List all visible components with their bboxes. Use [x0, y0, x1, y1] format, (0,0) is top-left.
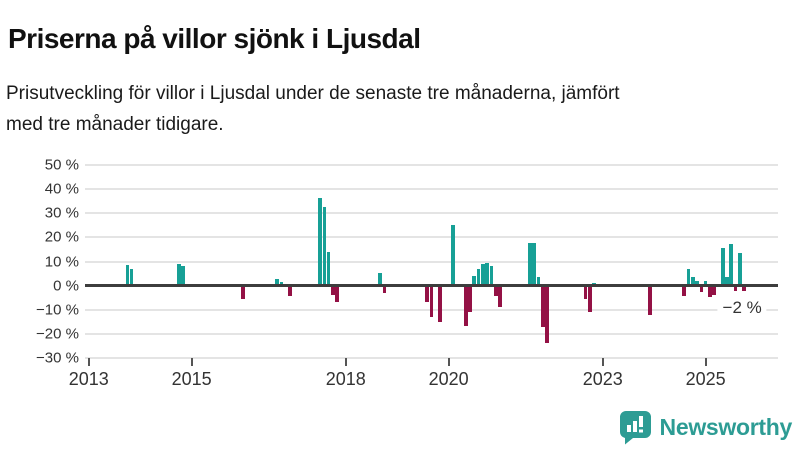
bar [176, 264, 181, 286]
bar [425, 285, 429, 303]
bar [181, 265, 185, 286]
bar [536, 276, 541, 286]
zero-line [85, 284, 778, 288]
bar [720, 248, 725, 286]
bar [476, 269, 481, 286]
bar [438, 285, 442, 322]
gridline [85, 212, 778, 215]
x-axis-label: 2013 [68, 369, 109, 389]
x-axis-tick [447, 357, 450, 366]
bar [541, 285, 545, 328]
bar [493, 285, 498, 296]
bar [528, 243, 532, 286]
bar [322, 207, 327, 286]
y-axis-label: −10 % [36, 301, 79, 319]
brand-name: Newsworthy [659, 414, 793, 440]
bar-chart-speech-bubble-icon [619, 411, 651, 445]
x-axis-label: 2025 [685, 369, 726, 389]
bar [335, 285, 340, 302]
bar [129, 269, 134, 286]
y-axis-label: 40 % [44, 180, 79, 198]
page-title: Priserna på villor sjönk i Ljusdal [8, 22, 421, 54]
newsworthy-logo[interactable]: Newsworthy [619, 410, 792, 445]
bar [682, 285, 686, 297]
bar [545, 285, 549, 343]
bar [708, 285, 712, 298]
bar [498, 285, 502, 307]
gridline [85, 260, 778, 263]
y-axis-label: 10 % [44, 253, 79, 271]
bar [318, 197, 322, 286]
x-axis-tick [190, 357, 193, 366]
bar [712, 285, 716, 295]
bar [463, 285, 468, 326]
x-axis-label: 2023 [582, 369, 623, 389]
bar [481, 263, 485, 286]
chart-subtitle: Prisutveckling för villor i Ljusdal unde… [6, 78, 620, 140]
y-axis-label: −20 % [36, 325, 79, 343]
bar [583, 285, 588, 300]
bar [279, 281, 284, 286]
subtitle-line-1: Prisutveckling för villor i Ljusdal unde… [6, 83, 620, 104]
bar [729, 244, 734, 286]
x-axis-label: 2020 [428, 369, 469, 389]
y-axis-label: −30 % [36, 349, 79, 367]
bar [125, 265, 130, 286]
bar [288, 285, 292, 297]
bar [378, 273, 382, 286]
gridline [85, 163, 778, 166]
x-axis-tick [601, 357, 604, 366]
gridline [85, 357, 778, 360]
y-axis-label: 30 % [44, 204, 79, 222]
bar [532, 243, 537, 286]
bar [451, 225, 455, 286]
bar [588, 285, 592, 312]
x-axis-label: 2015 [171, 369, 212, 389]
bar [592, 282, 597, 286]
bar [468, 285, 472, 313]
bar [733, 285, 738, 292]
bar [489, 265, 494, 286]
y-axis-label: 50 % [44, 156, 79, 174]
bar [703, 281, 708, 286]
x-axis-tick [704, 357, 707, 366]
bar [485, 262, 489, 286]
bar [742, 285, 746, 291]
bar [382, 285, 387, 293]
bar [331, 285, 335, 296]
bar [738, 252, 742, 286]
y-axis-label: 0 % [53, 277, 79, 295]
gridline [85, 188, 778, 191]
subtitle-line-2: med tre månader tidigare. [6, 114, 224, 135]
bar [275, 279, 280, 286]
latest-value-annotation: −2 % [717, 297, 767, 319]
bar [648, 285, 652, 315]
bar [241, 285, 245, 299]
bar [695, 281, 699, 286]
gridline [85, 236, 778, 239]
y-axis-label: 20 % [44, 228, 79, 246]
x-axis-label: 2018 [325, 369, 366, 389]
gridline [85, 333, 778, 336]
x-axis-tick [344, 357, 347, 366]
bar [699, 285, 704, 292]
bar [326, 251, 331, 286]
bar [686, 269, 691, 286]
bar [690, 276, 695, 286]
bar [429, 285, 434, 318]
bar [725, 276, 729, 286]
x-axis-tick [87, 357, 90, 366]
bar [472, 275, 477, 286]
